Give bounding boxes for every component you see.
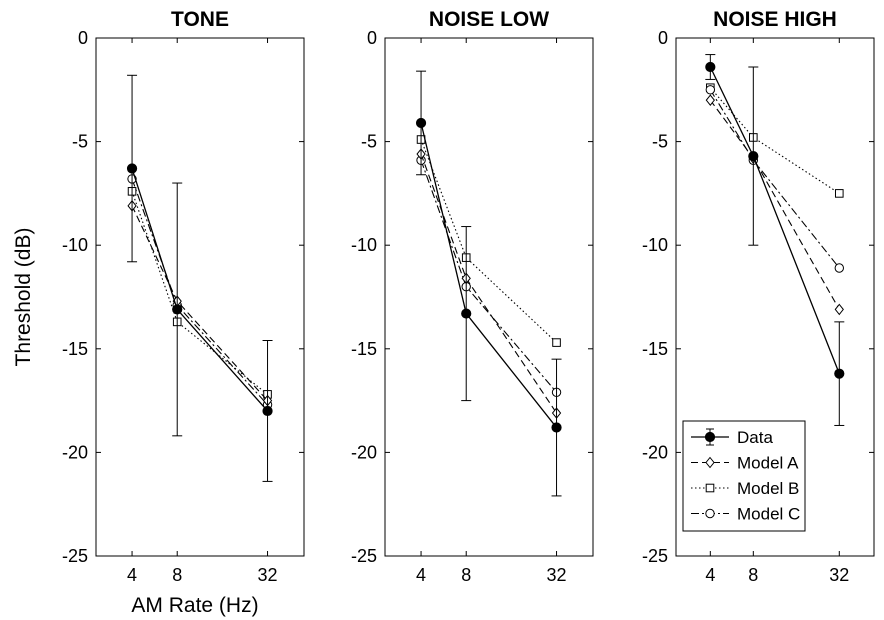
- series-line-model-c: [709, 89, 840, 269]
- legend-label-model-a: Model A: [737, 454, 799, 473]
- y-tick-label: 0: [78, 28, 88, 48]
- data-point-model-b: [834, 189, 844, 198]
- data-point-data: [834, 368, 845, 379]
- y-axis-label: Threshold (dB): [12, 228, 35, 367]
- axes-frame: [95, 37, 305, 557]
- data-point-data: [172, 304, 183, 315]
- y-tick-label: -15: [642, 339, 668, 359]
- data-point-data: [415, 117, 427, 129]
- data-point-model-a: [705, 94, 715, 106]
- x-tick-label: 8: [748, 565, 758, 585]
- series-model-a: [416, 148, 562, 419]
- series-model-a: [127, 200, 273, 407]
- axes-frame: [675, 37, 875, 557]
- data-point-model-a: [834, 303, 844, 316]
- x-tick-label: 4: [416, 565, 426, 585]
- series-line-data: [131, 168, 269, 412]
- y-tick-label: -20: [62, 442, 88, 462]
- series-data: [415, 70, 562, 497]
- chart-panel-noise-low: NOISE LOW 0 -5 -10 -15 -20 -25 4 8 32: [351, 8, 594, 585]
- x-tick-label: 32: [829, 565, 849, 585]
- chart-title: NOISE LOW: [429, 8, 549, 31]
- data-point-data: [551, 422, 562, 433]
- data-point-data: [126, 163, 138, 174]
- data-point-model-c: [834, 263, 844, 273]
- legend: Data Model A Model B Model C: [682, 420, 806, 532]
- y-tick-label: -15: [62, 339, 88, 359]
- y-tick-label: -25: [351, 546, 377, 566]
- x-tick-label: 4: [127, 565, 137, 585]
- y-tick-label: -10: [351, 235, 377, 255]
- series-model-a: [705, 94, 844, 316]
- chart-title: TONE: [171, 8, 229, 31]
- x-tick-label: 4: [705, 565, 715, 585]
- data-point-data: [262, 405, 273, 417]
- data-point-model-b: [552, 338, 561, 347]
- data-point-data: [461, 308, 472, 319]
- series-line-model-a: [709, 99, 840, 310]
- x-tick-label: 32: [258, 565, 278, 585]
- series-model-c: [705, 85, 844, 273]
- data-point-data: [705, 61, 716, 73]
- legend-marker-model-c: [705, 508, 715, 519]
- y-tick-label: 0: [658, 28, 668, 48]
- y-tick-label: -5: [652, 132, 668, 152]
- legend-label-model-b: Model B: [737, 479, 799, 498]
- series-line-model-c: [131, 178, 268, 406]
- x-axis-label: AM Rate (Hz): [131, 594, 258, 617]
- legend-label-data: Data: [737, 428, 773, 447]
- series-line-model-b: [131, 191, 268, 395]
- series-line-model-c: [420, 160, 557, 393]
- series-line-data: [709, 66, 840, 374]
- legend-marker-data: [704, 431, 716, 443]
- series-model-c: [127, 174, 273, 410]
- series-model-b: [416, 135, 561, 347]
- legend-label-model-c: Model C: [737, 505, 800, 524]
- chart-title: NOISE HIGH: [713, 8, 837, 31]
- data-point-data: [748, 151, 759, 162]
- legend-marker-model-a: [705, 456, 715, 469]
- series-line-model-b: [709, 87, 840, 194]
- y-tick-label: -10: [62, 235, 88, 255]
- x-tick-label: 8: [172, 565, 182, 585]
- y-tick-label: -5: [361, 132, 377, 152]
- y-tick-label: -10: [642, 235, 668, 255]
- series-model-c: [416, 155, 562, 398]
- series-data: [126, 74, 273, 482]
- series-line-model-b: [420, 139, 557, 343]
- series-model-b: [127, 187, 272, 399]
- x-tick-label: 32: [547, 565, 567, 585]
- y-tick-label: -20: [351, 442, 377, 462]
- y-tick-label: -25: [62, 546, 88, 566]
- y-tick-label: -5: [72, 132, 88, 152]
- y-tick-label: -20: [642, 442, 668, 462]
- y-tick-label: 0: [367, 28, 377, 48]
- legend-marker-model-b: [705, 483, 715, 493]
- y-tick-label: -15: [351, 339, 377, 359]
- x-tick-label: 8: [461, 565, 471, 585]
- y-tick-label: -25: [642, 546, 668, 566]
- data-point-model-c: [705, 85, 716, 95]
- chart-panel-noise-high: NOISE HIGH 0 -5 -10 -15 -20 -25 4 8 32 Data Model A…: [642, 8, 875, 585]
- axes-frame: [384, 37, 594, 557]
- series-data: [705, 54, 845, 426]
- legend-box: [682, 420, 806, 532]
